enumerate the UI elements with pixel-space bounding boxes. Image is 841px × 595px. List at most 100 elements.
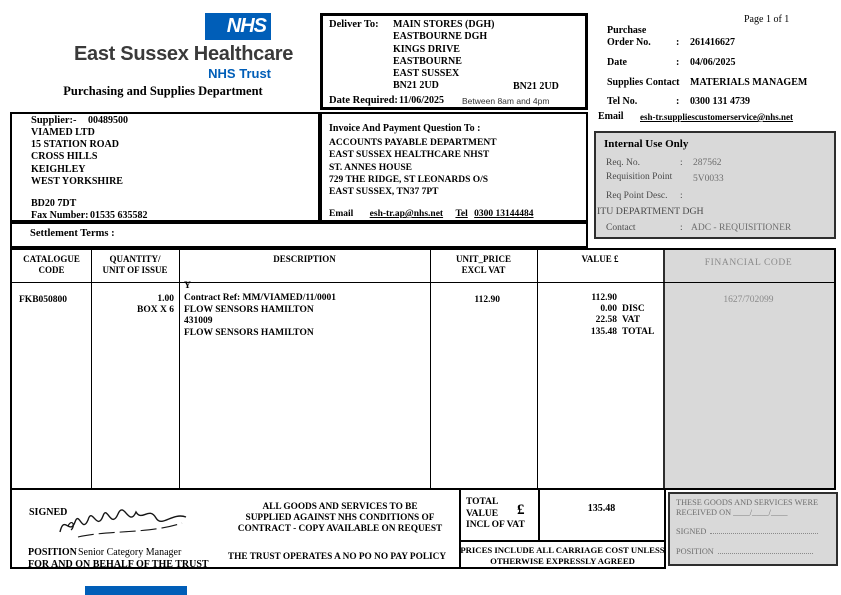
req-point-label: Requisition Point (606, 172, 673, 182)
supplies-contact-label: Supplies Contact (607, 77, 680, 88)
received-position-line (717, 546, 813, 554)
internal-contact-colon: : (680, 223, 683, 233)
fax-value: 01535 635582 (90, 210, 148, 221)
received-signed-row: SIGNED (676, 526, 819, 536)
header-catalogue-code: CATALOGUE CODE (23, 254, 80, 275)
position-value: Senior Category Manager (78, 547, 182, 558)
item-unit-of-issue: BOX X 6 (137, 305, 174, 315)
org-name: East Sussex Healthcare (74, 43, 294, 65)
invoice-address: ACCOUNTS PAYABLE DEPARTMENT EAST SUSSEX … (329, 138, 497, 198)
supplier-address: 15 STATION ROAD CROSS HILLS KEIGHLEY WES… (31, 139, 123, 187)
no-po-policy-line: THE TRUST OPERATES A NO PO NO PAY POLICY (227, 552, 447, 562)
supplies-contact-colon: : (676, 77, 680, 88)
behalf-line: FOR AND ON BEHALF OF THE TRUST (28, 559, 209, 570)
invoice-email-value: esh-tr.ap@nhs.net (369, 209, 444, 219)
position-label: POSITION (28, 547, 77, 558)
goods-received-box: THESE GOODS AND SERVICES WERE RECEIVED O… (668, 492, 838, 566)
item-financial-code: 1627/702099 (723, 295, 774, 305)
date-required-label: Date Required: (329, 95, 398, 106)
email-label: Email (598, 111, 624, 122)
item-quantity-block: 1.00 BOX X 6 (12, 294, 174, 316)
header-financial-code: FINANCIAL CODE (704, 258, 793, 268)
header-quantity: QUANTITY/ UNIT OF ISSUE (102, 254, 168, 275)
tel-colon: : (676, 96, 680, 107)
internal-contact-label: Contact (606, 223, 636, 233)
internal-contact-value: ADC - REQUISITIONER (691, 223, 792, 233)
footer-hline (459, 540, 666, 542)
header-description: DESCRIPTION (273, 254, 336, 264)
order-date-label: Date (607, 57, 627, 68)
po-number-label: Purchase (607, 25, 647, 36)
header-value: VALUE £ (581, 254, 619, 264)
col-divider-3 (430, 250, 431, 488)
order-date-colon: : (676, 57, 680, 68)
req-no-label: Req. No. (606, 158, 641, 168)
req-no-colon: : (680, 158, 683, 168)
page-indicator: Page 1 of 1 (744, 14, 790, 25)
department-title: Purchasing and Supplies Department (63, 84, 263, 98)
footer-divider-2 (538, 490, 540, 540)
invoice-email-row: Email esh-tr.ap@nhs.net Tel 0300 1314448… (329, 209, 534, 219)
financial-code-column (663, 250, 834, 488)
supplier-code: 00489500 (88, 115, 128, 126)
item-unit-price: 112.90 (474, 295, 500, 305)
supplier-box: Supplier:- 00489500 VIAMED LTD 15 STATIO… (10, 112, 320, 222)
header-unit-price: UNIT_PRICE EXCL VAT (455, 254, 511, 275)
total-value-label: TOTAL VALUE INCL OF VAT (466, 497, 525, 530)
invoice-tel-label: Tel (455, 209, 468, 219)
supplier-name: VIAMED LTD (31, 127, 95, 138)
deliver-to-label: Deliver To: (329, 19, 379, 30)
received-signed-label: SIGNED (676, 527, 707, 536)
signed-label: SIGNED (29, 507, 68, 518)
delivery-postcode-right: BN21 2UD (513, 81, 559, 92)
fax-label: Fax Number: (31, 210, 89, 221)
req-point-value: 5V0033 (693, 174, 724, 184)
received-position-label: POSITION (676, 547, 714, 556)
org-subtitle: NHS Trust (208, 66, 271, 81)
received-signed-line (710, 526, 819, 534)
item-description-block: Y Contract Ref: MM/VIAMED/11/0001 FLOW S… (184, 281, 336, 339)
invoice-queries-box: Invoice And Payment Question To : ACCOUN… (320, 112, 588, 222)
invoice-tel-value: 0300 13144484 (474, 209, 534, 219)
settlement-terms-label: Settlement Terms : (30, 228, 115, 239)
received-line1: THESE GOODS AND SERVICES WERE (676, 498, 819, 507)
nhs-logo: NHS (205, 13, 271, 40)
item-catalogue-code: FKB050800 (19, 295, 68, 305)
header-divider (12, 282, 834, 283)
req-point-desc-label: Req Point Desc. (606, 191, 668, 201)
deliver-to-box: Deliver To: MAIN STORES (DGH) EASTBOURNE… (320, 13, 588, 110)
page-footer-blue-bar (85, 586, 187, 595)
invoice-email-label: Email (329, 209, 354, 219)
received-line2: RECEIVED ON ____/____/____ (676, 508, 788, 517)
internal-use-box: Internal Use Only Req. No. : 287562 Requ… (594, 131, 836, 239)
item-value-block: 112.90 0.00 DISC 22.58 VAT 135.48 TOTAL (590, 293, 655, 337)
item-quantity: 1.00 (157, 294, 174, 304)
tel-value: 0300 131 4739 (690, 96, 750, 107)
settlement-terms-row: Settlement Terms : (10, 222, 588, 248)
carriage-text: PRICES INCLUDE ALL CARRIAGE COST UNLESS … (460, 545, 665, 566)
supplies-contact-value: MATERIALS MANAGEM (690, 77, 808, 88)
received-position-row: POSITION (676, 546, 813, 556)
tel-label: Tel No. (607, 96, 638, 107)
req-point-desc-colon: : (680, 191, 683, 201)
total-value: 135.48 (587, 503, 616, 514)
req-no-value: 287562 (693, 158, 722, 168)
req-point-desc-value: ITU DEPARTMENT DGH (597, 206, 704, 217)
col-divider-4 (537, 250, 538, 488)
supplier-label: Supplier:- (31, 115, 77, 126)
date-required-value: 11/06/2025 (399, 95, 445, 106)
internal-use-title: Internal Use Only (604, 138, 689, 150)
signature-scribble (59, 509, 187, 538)
col-divider-1 (91, 250, 92, 488)
po-number-value: 261416627 (690, 37, 735, 48)
col-divider-2 (179, 250, 180, 488)
footer-section: SIGNED POSITION Senior Category Manager … (10, 488, 666, 570)
order-date-value: 04/06/2025 (690, 57, 736, 68)
pound-symbol: £ (517, 502, 525, 518)
line-items-table: CATALOGUE CODE QUANTITY/ UNIT OF ISSUE D… (10, 248, 836, 490)
invoice-queries-title: Invoice And Payment Question To : (329, 123, 481, 134)
delivery-address: MAIN STORES (DGH) EASTBOURNE DGH KINGS D… (393, 19, 495, 92)
conditions-text: ALL GOODS AND SERVICES TO BE SUPPLIED AG… (237, 502, 443, 534)
supplier-postcode: BD20 7DT (31, 198, 77, 209)
